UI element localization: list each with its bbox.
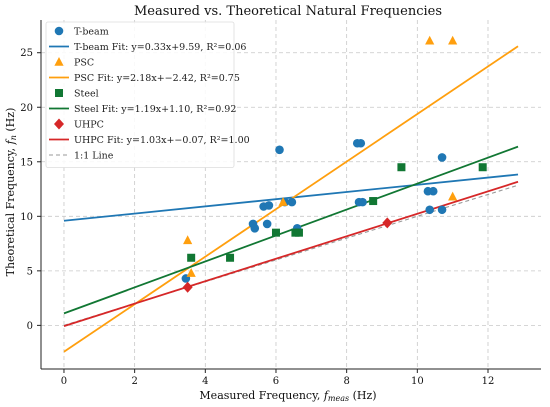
legend: T-beam T-beam Fit: y=0.33x+9.59, R²=0.06 P… bbox=[45, 21, 250, 168]
x-tick-label: 8 bbox=[343, 376, 349, 387]
legend-marker-uhpc bbox=[54, 118, 64, 130]
data-point-psc bbox=[448, 35, 458, 45]
x-tick-label: 12 bbox=[482, 376, 495, 387]
data-point-steel bbox=[271, 228, 280, 237]
tick-labels: 0 2 4 6 8 10 12 0 5 10 15 20 25 bbox=[20, 48, 494, 387]
data-point-steel bbox=[369, 197, 378, 206]
y-tick-label: 0 bbox=[27, 321, 33, 332]
fit-line-t-beam bbox=[63, 173, 519, 222]
data-point-t-beam bbox=[287, 197, 297, 207]
axes bbox=[40, 20, 541, 370]
x-tick-label: 0 bbox=[61, 376, 67, 387]
data-point-t-beam bbox=[275, 145, 284, 155]
y-axis-label: Theoretical Frequency, fn (Hz) bbox=[4, 108, 18, 277]
data-point-psc bbox=[425, 35, 435, 45]
data-point-steel bbox=[187, 253, 196, 262]
legend-label: Steel Fit: y=1.19x+1.10, R²=0.92 bbox=[74, 104, 236, 115]
y-tick-label: 25 bbox=[20, 48, 33, 59]
x-tick-label: 4 bbox=[202, 376, 208, 387]
data-point-uhpc bbox=[382, 217, 393, 229]
data-point-t-beam bbox=[356, 138, 366, 148]
data-point-steel bbox=[397, 163, 406, 172]
data-point-t-beam bbox=[262, 219, 272, 229]
data-point-psc bbox=[183, 235, 193, 245]
y-tick-label: 10 bbox=[20, 212, 33, 223]
data-point-t-beam bbox=[437, 205, 447, 215]
x-tick-label: 10 bbox=[411, 376, 424, 387]
y-tick-label: 5 bbox=[27, 266, 33, 277]
legend-label: T-beam bbox=[74, 27, 109, 38]
legend-label: PSC Fit: y=2.18x+−2.42, R²=0.75 bbox=[74, 73, 240, 84]
data-point-t-beam bbox=[358, 197, 367, 207]
data-point-t-beam bbox=[425, 205, 434, 215]
y-tick-label: 15 bbox=[20, 157, 33, 168]
data-point-steel bbox=[478, 163, 487, 172]
x-tick-label: 2 bbox=[131, 376, 137, 387]
chart-title: Measured vs. Theoretical Natural Frequen… bbox=[134, 4, 442, 19]
data-point-t-beam bbox=[428, 186, 438, 196]
legend-label: Steel bbox=[74, 89, 99, 100]
legend-label: PSC bbox=[74, 58, 94, 69]
data-point-t-beam bbox=[264, 201, 274, 210]
data-point-t-beam bbox=[250, 224, 260, 233]
legend-label: UHPC Fit: y=1.03x+−0.07, R²=1.00 bbox=[74, 135, 250, 146]
series-layer bbox=[63, 35, 519, 353]
x-tick-label: 6 bbox=[273, 376, 279, 387]
legend-marker-t-beam bbox=[54, 26, 64, 36]
data-point-t-beam bbox=[437, 153, 447, 162]
data-point-uhpc bbox=[182, 281, 193, 293]
legend-label: 1:1 Line bbox=[74, 151, 114, 162]
data-point-psc bbox=[278, 197, 288, 206]
fit-line-steel bbox=[63, 145, 519, 315]
data-point-psc bbox=[448, 191, 458, 201]
y-tick-label: 20 bbox=[20, 103, 33, 114]
legend-box bbox=[45, 21, 235, 168]
data-point-steel bbox=[226, 253, 235, 262]
legend-label: T-beam Fit: y=0.33x+9.59, R²=0.06 bbox=[74, 42, 246, 53]
legend-marker-steel bbox=[55, 89, 63, 97]
legend-label: UHPC bbox=[74, 120, 104, 131]
legend-marker-psc bbox=[54, 57, 64, 66]
x-axis-label: Measured Frequency, fmeas (Hz) bbox=[199, 389, 376, 403]
data-point-psc bbox=[186, 268, 196, 277]
data-point-steel bbox=[294, 228, 303, 237]
